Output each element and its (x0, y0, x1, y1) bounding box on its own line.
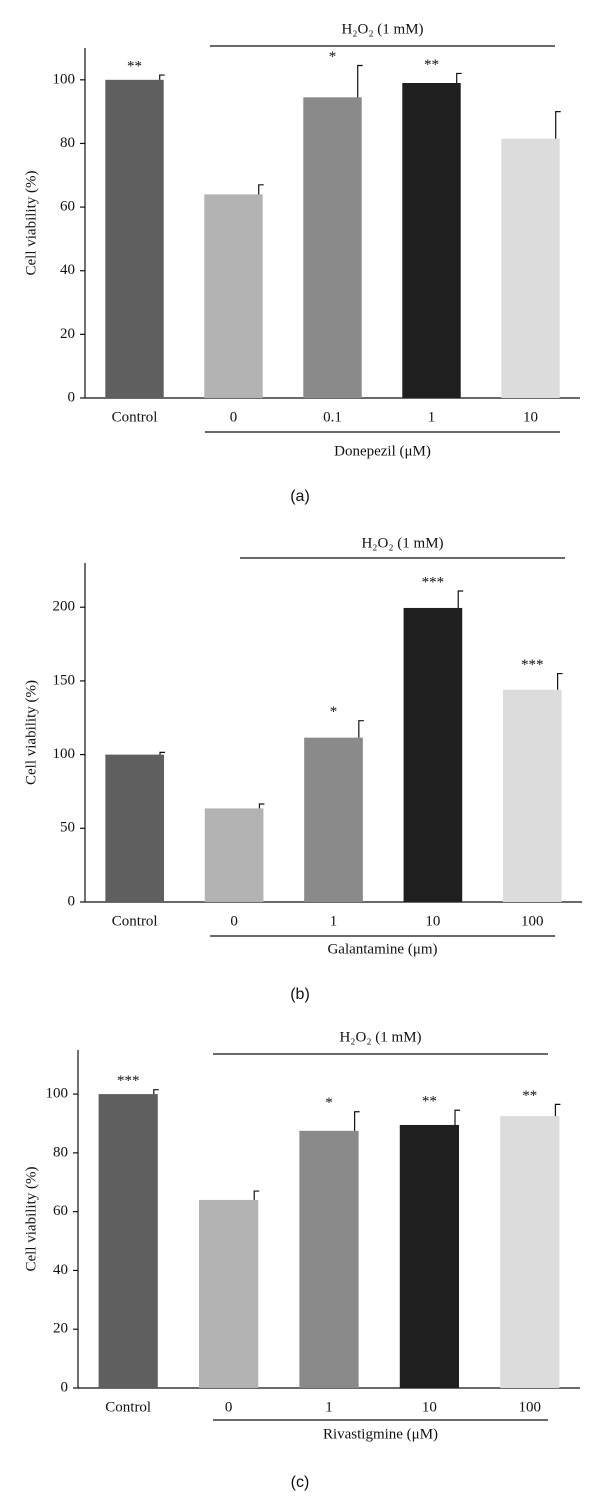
x-tick-label: 1 (428, 409, 436, 425)
y-tick-label: 40 (60, 262, 75, 278)
y-axis-label: Cell viability (%) (23, 680, 39, 785)
y-tick-label: 100 (53, 746, 76, 762)
panel-label: (b) (290, 986, 310, 1003)
bar (105, 754, 165, 902)
x-tick-label: 1 (325, 1399, 333, 1415)
bar (402, 83, 461, 398)
treatment-label: H₂O₂ (1 mM) (361, 535, 443, 551)
error-bar (258, 184, 264, 195)
x-axis-label: Galantamine (μm) (327, 941, 437, 957)
significance: *** (117, 1073, 140, 1089)
y-tick-label: 20 (53, 1321, 68, 1337)
bar (198, 1199, 259, 1388)
y-tick-label: 80 (60, 135, 75, 151)
error-bar (557, 672, 563, 690)
significance: * (325, 1095, 333, 1111)
y-tick-label: 60 (60, 199, 75, 215)
significance: ** (127, 58, 142, 74)
error-bar (554, 1103, 561, 1117)
panel-label: (c) (291, 1474, 310, 1491)
error-bar (159, 751, 166, 755)
y-tick-label: 200 (53, 599, 76, 615)
x-tick-label: 1 (330, 913, 338, 929)
y-tick-label: 100 (53, 71, 76, 87)
bar (501, 138, 560, 398)
significance: * (330, 704, 338, 720)
bar (399, 1124, 460, 1388)
error-bar (354, 1111, 360, 1131)
x-tick-label: 100 (519, 1399, 542, 1415)
y-tick-label: 0 (68, 389, 76, 405)
x-tick-label: 10 (523, 409, 538, 425)
error-bar (555, 111, 561, 139)
error-bar (153, 1089, 159, 1095)
y-tick-label: 60 (53, 1203, 68, 1219)
y-tick-label: 100 (46, 1086, 69, 1102)
significance: ** (522, 1088, 537, 1104)
y-tick-label: 80 (53, 1144, 68, 1160)
x-tick-label: 0 (230, 409, 238, 425)
bar (403, 607, 463, 902)
error-bar (258, 803, 265, 809)
bar (502, 689, 562, 902)
x-tick-label: 0 (230, 913, 238, 929)
significance: * (329, 49, 337, 65)
y-axis-label: Cell viability (%) (23, 1167, 39, 1272)
x-axis-label: Rivastigmine (μM) (323, 1426, 438, 1442)
x-tick-label: 10 (425, 913, 440, 929)
error-bar (159, 74, 165, 80)
error-bar (253, 1190, 260, 1200)
bar (98, 1094, 158, 1388)
panel-label: (a) (290, 488, 310, 505)
x-tick-label: 0 (225, 1399, 233, 1415)
x-tick-label: 0.1 (323, 409, 342, 425)
x-tick-label: Control (105, 1399, 151, 1415)
y-tick-label: 20 (60, 326, 75, 342)
x-tick-label: 100 (521, 913, 544, 929)
treatment-label: H₂O₂ (1 mM) (341, 21, 423, 37)
error-bar (358, 720, 364, 738)
error-bar (357, 64, 363, 98)
y-tick-label: 0 (68, 893, 76, 909)
x-tick-label: 10 (422, 1399, 437, 1415)
bar (500, 1116, 560, 1388)
error-bar (457, 590, 464, 608)
x-axis-label: Donepezil (μM) (334, 443, 431, 459)
bar (105, 79, 164, 399)
significance: *** (521, 657, 544, 673)
x-tick-label: Control (112, 409, 158, 425)
significance: *** (422, 574, 445, 590)
x-tick-label: Control (112, 913, 158, 929)
bar (204, 194, 263, 398)
error-bar (454, 1109, 461, 1125)
bar (304, 737, 363, 902)
error-bar (456, 72, 462, 83)
bar (303, 97, 362, 399)
significance: ** (424, 57, 439, 73)
y-tick-label: 0 (61, 1379, 69, 1395)
bar (204, 808, 264, 902)
significance: ** (422, 1094, 437, 1110)
y-tick-label: 50 (60, 820, 75, 836)
y-tick-label: 40 (53, 1262, 68, 1278)
y-tick-label: 150 (53, 672, 76, 688)
bar (299, 1130, 359, 1388)
treatment-label: H₂O₂ (1 mM) (339, 1029, 421, 1045)
y-axis-label: Cell viability (%) (23, 171, 39, 276)
